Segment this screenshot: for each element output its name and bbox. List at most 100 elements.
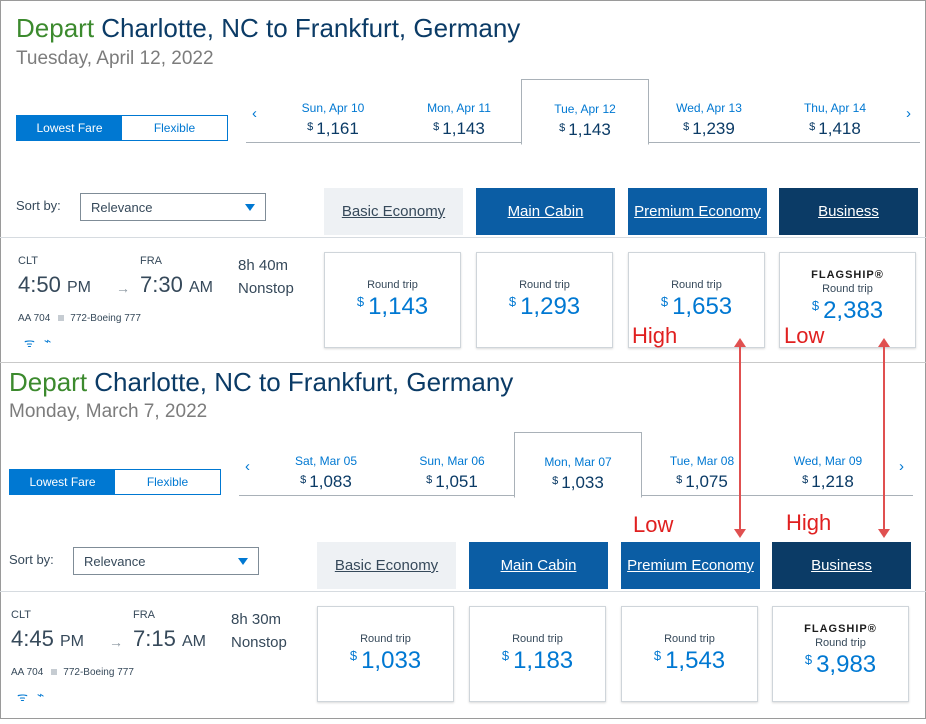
lowest-fare-option[interactable]: Lowest Fare xyxy=(10,470,115,494)
fare-business[interactable]: FLAGSHIP® Round trip $2,383 xyxy=(779,252,916,348)
cabin-main[interactable]: Main Cabin xyxy=(469,542,608,589)
flagship-label: FLAGSHIP® xyxy=(811,269,884,281)
flight-number[interactable]: AA 704 xyxy=(11,667,44,678)
date-option[interactable]: Wed, Apr 13 $1,239 xyxy=(646,91,772,143)
date-option[interactable]: Sat, Mar 05 $1,083 xyxy=(263,444,389,496)
currency-symbol: $ xyxy=(552,475,559,487)
date-option[interactable]: Wed, Mar 09 $1,218 xyxy=(765,444,891,496)
fare-main-cabin[interactable]: Round trip $1,183 xyxy=(469,606,606,702)
cabin-basic-economy[interactable]: Basic Economy xyxy=(317,542,456,589)
date-price: 1,218 xyxy=(811,472,854,491)
currency-symbol: $ xyxy=(349,648,358,663)
fare-amount: 2,383 xyxy=(823,297,884,324)
currency-symbol: $ xyxy=(307,121,314,133)
fare-premium-economy[interactable]: Round trip $1,653 xyxy=(628,252,765,348)
fare-amount: 1,543 xyxy=(665,647,726,674)
cabin-premium-economy[interactable]: Premium Economy xyxy=(621,542,760,589)
date-carousel: ‹ Sun, Apr 10 $1,161 Mon, Apr 11 $1,143 … xyxy=(246,79,920,145)
date-price: 1,239 xyxy=(692,119,735,138)
title-route: Charlotte, NC to Frankfurt, Germany xyxy=(94,367,514,397)
separator xyxy=(51,669,58,675)
currency-symbol: $ xyxy=(660,294,669,309)
date-option[interactable]: Sun, Apr 10 $1,161 xyxy=(270,91,396,143)
fare-type-toggle: Lowest Fare Flexible xyxy=(9,469,221,495)
flexible-option[interactable]: Flexible xyxy=(115,470,220,494)
panel-divider xyxy=(0,362,926,363)
sort-value: Relevance xyxy=(84,553,146,569)
currency-symbol: $ xyxy=(683,121,690,133)
date-label: Wed, Mar 09 xyxy=(793,454,863,468)
fare-amount: 1,653 xyxy=(672,293,733,320)
fare-main-cabin[interactable]: Round trip $1,293 xyxy=(476,252,613,348)
cabin-main[interactable]: Main Cabin xyxy=(476,188,615,235)
fare-label: Round trip xyxy=(519,279,570,291)
sort-label: Sort by: xyxy=(9,552,54,567)
chevron-right-icon[interactable]: › xyxy=(899,458,904,475)
arrow-right-icon: → xyxy=(109,634,123,650)
destination-code: FRA xyxy=(140,255,162,267)
chevron-right-icon[interactable]: › xyxy=(906,105,911,122)
flight-duration: 8h 40m xyxy=(238,257,289,274)
currency-symbol: $ xyxy=(804,652,813,667)
cabin-business[interactable]: Business xyxy=(772,542,911,589)
currency-symbol: $ xyxy=(802,474,809,486)
aircraft-type[interactable]: 772-Boeing 777 xyxy=(63,667,134,678)
date-price: 1,143 xyxy=(442,119,485,138)
fare-premium-economy[interactable]: Round trip $1,543 xyxy=(621,606,758,702)
flight-number[interactable]: AA 704 xyxy=(18,313,51,324)
page-title: Depart Charlotte, NC to Frankfurt, Germa… xyxy=(16,13,520,44)
currency-symbol: $ xyxy=(300,474,307,486)
row-divider xyxy=(0,237,926,238)
chevron-left-icon[interactable]: ‹ xyxy=(252,105,257,122)
flexible-option[interactable]: Flexible xyxy=(122,116,227,140)
fare-label: Round trip xyxy=(367,279,418,291)
power-icon: ⌁ xyxy=(37,688,45,702)
departure-clock: 4:45 xyxy=(11,626,54,651)
fare-amount: 1,033 xyxy=(361,647,422,674)
cabin-headers: Basic Economy Main Cabin Premium Economy… xyxy=(324,188,919,235)
date-price: 1,418 xyxy=(818,119,861,138)
date-label: Mon, Mar 07 xyxy=(544,455,612,469)
lowest-fare-option[interactable]: Lowest Fare xyxy=(17,116,122,140)
currency-symbol: $ xyxy=(653,648,662,663)
cabin-business[interactable]: Business xyxy=(779,188,918,235)
date-carousel: ‹ Sat, Mar 05 $1,083 Sun, Mar 06 $1,051 … xyxy=(239,432,913,498)
fare-label: Round trip xyxy=(671,279,722,291)
sort-select[interactable]: Relevance xyxy=(73,547,259,575)
fare-basic-economy[interactable]: Round trip $1,033 xyxy=(317,606,454,702)
date-option[interactable]: Mon, Apr 11 $1,143 xyxy=(396,91,522,143)
chevron-left-icon[interactable]: ‹ xyxy=(245,458,250,475)
departure-clock: 4:50 xyxy=(18,272,61,297)
date-label: Tue, Apr 12 xyxy=(554,102,616,116)
row-divider xyxy=(0,591,926,592)
date-label: Mon, Apr 11 xyxy=(427,101,491,115)
fare-row: Round trip $1,033 Round trip $1,183 Roun… xyxy=(317,606,912,702)
arrival-time: 7:30 AM xyxy=(140,272,213,298)
date-option[interactable]: Thu, Apr 14 $1,418 xyxy=(772,91,898,143)
date-option-selected[interactable]: Tue, Apr 12 $1,143 xyxy=(521,79,649,145)
sort-select[interactable]: Relevance xyxy=(80,193,266,221)
date-option-selected[interactable]: Mon, Mar 07 $1,033 xyxy=(514,432,642,498)
sort-value: Relevance xyxy=(91,199,153,215)
currency-symbol: $ xyxy=(501,648,510,663)
date-option[interactable]: Sun, Mar 06 $1,051 xyxy=(389,444,515,496)
date-price: 1,143 xyxy=(568,120,611,139)
date-price: 1,051 xyxy=(435,472,478,491)
fare-amount: 1,293 xyxy=(520,293,581,320)
separator xyxy=(58,315,65,321)
flight-details: AA 704 772-Boeing 777 xyxy=(18,313,141,324)
aircraft-type[interactable]: 772-Boeing 777 xyxy=(70,313,141,324)
annotation-business-low: Low xyxy=(784,323,825,348)
comparison-arrow-business xyxy=(878,338,890,538)
fare-business[interactable]: FLAGSHIP® Round trip $3,983 xyxy=(772,606,909,702)
title-depart: Depart xyxy=(9,367,88,397)
date-option[interactable]: Tue, Mar 08 $1,075 xyxy=(639,444,765,496)
cabin-basic-economy[interactable]: Basic Economy xyxy=(324,188,463,235)
fare-basic-economy[interactable]: Round trip $1,143 xyxy=(324,252,461,348)
stops-info: Nonstop xyxy=(231,634,287,651)
travel-date: Monday, March 7, 2022 xyxy=(9,401,208,422)
sort-label: Sort by: xyxy=(16,198,61,213)
cabin-premium-economy[interactable]: Premium Economy xyxy=(628,188,767,235)
caret-down-icon xyxy=(245,203,255,211)
date-label: Sun, Mar 06 xyxy=(419,454,485,468)
